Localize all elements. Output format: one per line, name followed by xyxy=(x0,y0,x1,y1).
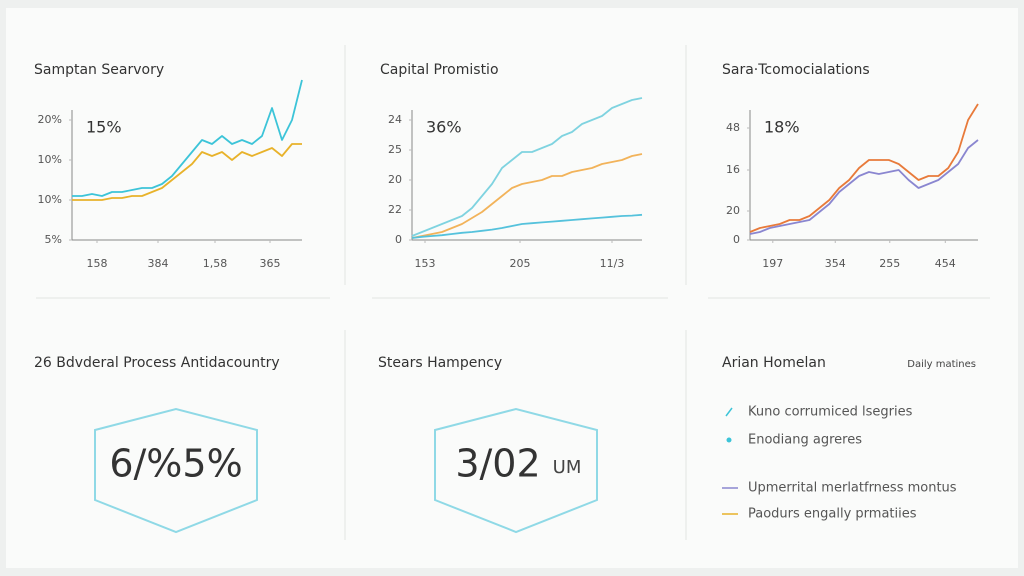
y-tick-label: 48 xyxy=(726,121,740,134)
series-line xyxy=(411,213,643,239)
x-tick-label: 365 xyxy=(260,257,281,270)
legend-label: Kuno corrumiced lsegries xyxy=(748,405,913,420)
legend-label: Enodiang agreres xyxy=(748,433,862,448)
y-tick-label: 20% xyxy=(38,113,62,126)
kpi-value: 3/02 xyxy=(455,442,540,486)
y-tick-label: 20 xyxy=(388,173,402,186)
y-tick-label: 0 xyxy=(395,233,402,246)
x-tick-label: 11/3 xyxy=(600,257,625,270)
chart-annotation: 15% xyxy=(86,118,122,137)
x-tick-label: 197 xyxy=(762,257,783,270)
x-tick-label: 255 xyxy=(879,257,900,270)
x-tick-label: 205 xyxy=(510,257,531,270)
kpi-unit: UM xyxy=(553,457,582,478)
x-tick-label: 454 xyxy=(935,257,956,270)
series-line xyxy=(749,139,979,235)
x-tick-label: 153 xyxy=(415,257,436,270)
y-tick-label: 10% xyxy=(38,193,62,206)
panel-note: Daily matines xyxy=(907,359,976,370)
x-tick-label: 384 xyxy=(148,257,169,270)
series-line xyxy=(72,79,303,197)
kpi-value: 6/%5% xyxy=(109,442,242,486)
chart-title: Samptan Searvory xyxy=(34,62,164,78)
x-tick-label: 158 xyxy=(87,257,108,270)
y-tick-label: 24 xyxy=(388,113,402,126)
legend-label: Paodurs engally prmatiies xyxy=(748,507,917,522)
panel-title: Stears Hampency xyxy=(378,355,502,371)
legend-dot xyxy=(726,437,732,443)
hexagon xyxy=(94,407,258,534)
y-tick-label: 10% xyxy=(38,153,62,166)
chart-annotation: 36% xyxy=(426,118,462,137)
y-tick-label: 0 xyxy=(733,233,740,246)
y-tick-label: 22 xyxy=(388,203,402,216)
y-tick-label: 5% xyxy=(45,233,62,246)
chart-title: Capital Promistio xyxy=(380,62,499,78)
y-tick-label: 25 xyxy=(388,143,402,156)
legend-swatch xyxy=(725,407,733,417)
y-tick-label: 16 xyxy=(726,163,740,176)
hexagon xyxy=(434,407,598,534)
x-tick-label: 1,58 xyxy=(203,257,228,270)
chart-annotation: 18% xyxy=(764,118,800,137)
y-tick-label: 20 xyxy=(726,204,740,217)
series-line xyxy=(411,153,643,239)
series-line xyxy=(72,143,302,201)
legend-label: Upmerrital merlatfrness montus xyxy=(748,481,957,496)
x-tick-label: 354 xyxy=(825,257,846,270)
panel-title: 26 Bdvderal Process Antidacountry xyxy=(34,355,280,371)
series-line xyxy=(411,97,643,237)
card xyxy=(6,8,1018,568)
chart-title: Sara·Tcomocialations xyxy=(722,62,870,78)
panel-title: Arian Homelan xyxy=(722,355,826,371)
series-line xyxy=(749,103,979,233)
